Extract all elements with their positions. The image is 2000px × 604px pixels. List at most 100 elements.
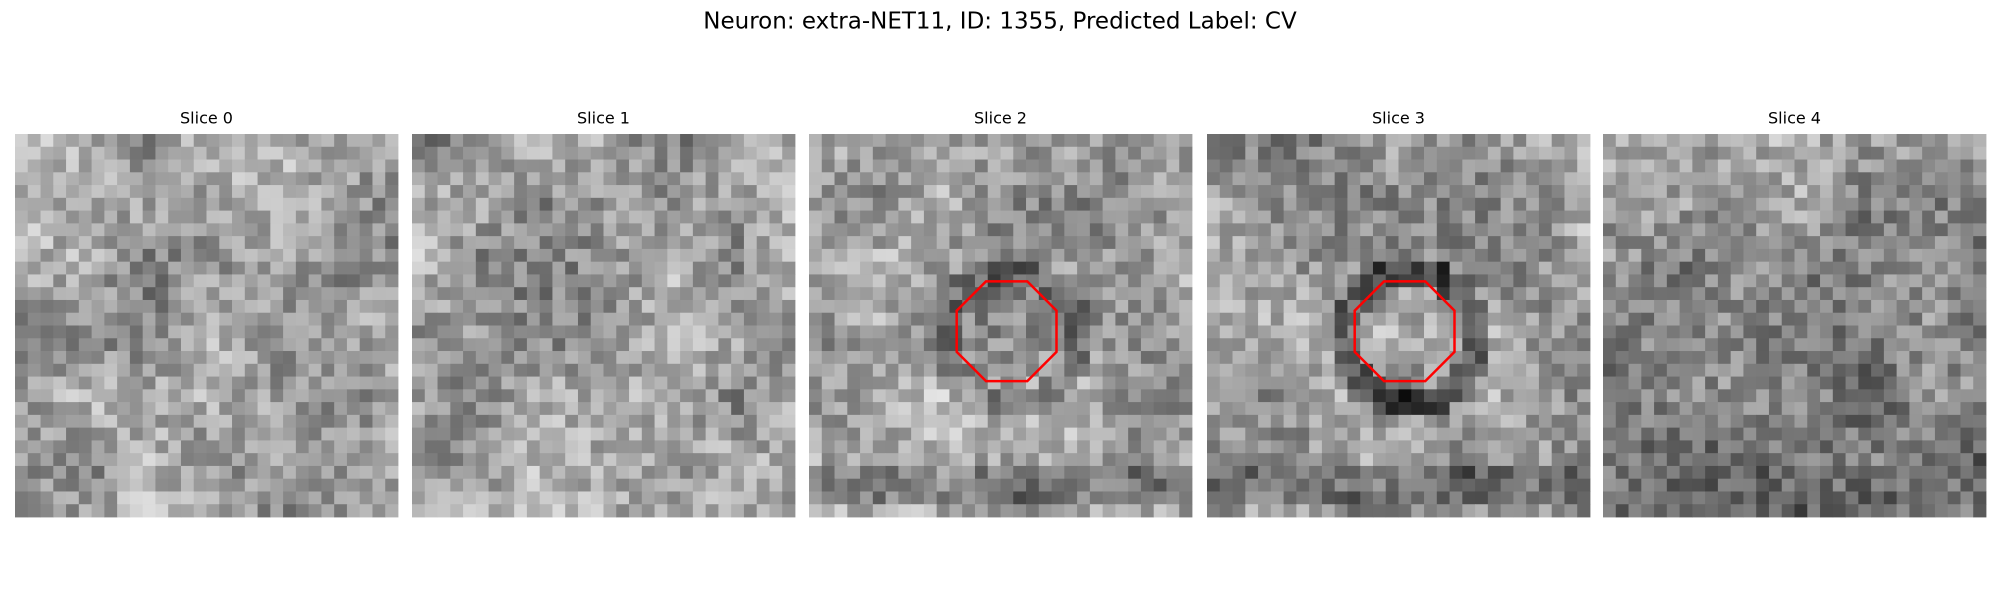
pixel	[91, 287, 105, 301]
pixel	[565, 223, 579, 237]
pixel	[1692, 389, 1706, 403]
pixel	[782, 465, 796, 480]
pixel	[1245, 312, 1259, 326]
pixel	[1909, 185, 1923, 199]
pixel	[1424, 299, 1438, 314]
pixel	[412, 248, 426, 263]
pixel	[1832, 453, 1846, 467]
pixel	[1232, 402, 1246, 416]
pixel	[1628, 134, 1642, 148]
pixel	[1654, 389, 1668, 403]
pixel	[860, 287, 874, 301]
pixel	[1794, 223, 1808, 237]
pixel	[654, 146, 668, 160]
pixel	[1245, 491, 1259, 505]
pixel	[603, 159, 617, 173]
pixel	[1832, 159, 1846, 173]
pixel	[78, 210, 92, 224]
pixel	[1551, 414, 1565, 429]
pixel	[936, 185, 950, 199]
pixel	[155, 453, 169, 467]
pixel	[1513, 363, 1527, 377]
pixel	[27, 491, 41, 505]
pixel	[552, 427, 566, 441]
pixel	[1462, 376, 1476, 390]
pixel	[1219, 427, 1233, 441]
pixel	[1038, 210, 1052, 224]
pixel	[1140, 504, 1155, 518]
pixel	[308, 210, 322, 224]
pixel	[257, 440, 271, 454]
pixel	[1551, 261, 1565, 275]
pixel	[1309, 389, 1323, 403]
pixel	[1615, 427, 1629, 441]
pixel	[1768, 134, 1783, 148]
pixel	[129, 427, 144, 441]
pixel	[936, 312, 950, 326]
pixel	[1628, 172, 1642, 186]
pixel	[155, 440, 169, 454]
pixel	[1513, 248, 1527, 263]
pixel	[987, 287, 1001, 301]
pixel	[1077, 248, 1091, 263]
pixel	[27, 261, 41, 275]
pixel	[872, 338, 886, 352]
pixel	[437, 453, 451, 467]
pixel	[718, 440, 732, 454]
pixel	[1077, 440, 1091, 454]
pixel	[949, 197, 963, 211]
pixel	[847, 389, 861, 403]
pixel	[463, 236, 477, 250]
pixel	[1424, 338, 1438, 352]
pixel	[756, 351, 770, 365]
pixel	[1666, 312, 1680, 326]
pixel	[1615, 274, 1629, 288]
pixel	[898, 261, 912, 275]
pixel	[232, 159, 246, 173]
pixel	[1487, 478, 1502, 492]
pixel	[219, 312, 233, 326]
pixel	[718, 414, 732, 429]
pixel	[1960, 236, 1974, 250]
pixel	[155, 376, 169, 390]
pixel	[1551, 274, 1565, 288]
pixel	[1513, 197, 1527, 211]
pixel	[565, 504, 579, 518]
pixel	[834, 440, 848, 454]
pixel	[1909, 210, 1923, 224]
pixel	[1679, 504, 1693, 518]
pixel	[232, 504, 246, 518]
pixel	[911, 504, 925, 518]
pixel	[206, 338, 220, 352]
pixel	[168, 299, 182, 314]
pixel	[1283, 363, 1297, 377]
pixel	[821, 491, 835, 505]
pixel	[1077, 312, 1091, 326]
pixel	[1654, 440, 1668, 454]
pixel	[1513, 159, 1527, 173]
pixel	[1743, 453, 1757, 467]
pixel	[346, 146, 361, 160]
pixel	[1551, 312, 1565, 326]
pixel	[641, 338, 655, 352]
pixel	[1449, 197, 1463, 211]
pixel	[1360, 478, 1374, 492]
pixel	[206, 299, 220, 314]
pixel	[1973, 134, 1987, 148]
pixel	[104, 478, 118, 492]
pixel	[1564, 478, 1578, 492]
pixel	[1692, 478, 1706, 492]
pixel	[1564, 146, 1578, 160]
pixel	[680, 504, 694, 518]
pixel	[1922, 172, 1936, 186]
pixel	[1909, 134, 1923, 148]
pixel	[91, 159, 105, 173]
pixel	[1270, 146, 1284, 160]
pixel	[1153, 376, 1167, 390]
pixel	[577, 491, 592, 505]
pixel	[949, 504, 963, 518]
pixel	[117, 402, 131, 416]
pixel	[1013, 146, 1027, 160]
pixel	[1026, 389, 1040, 403]
pixel	[898, 274, 912, 288]
